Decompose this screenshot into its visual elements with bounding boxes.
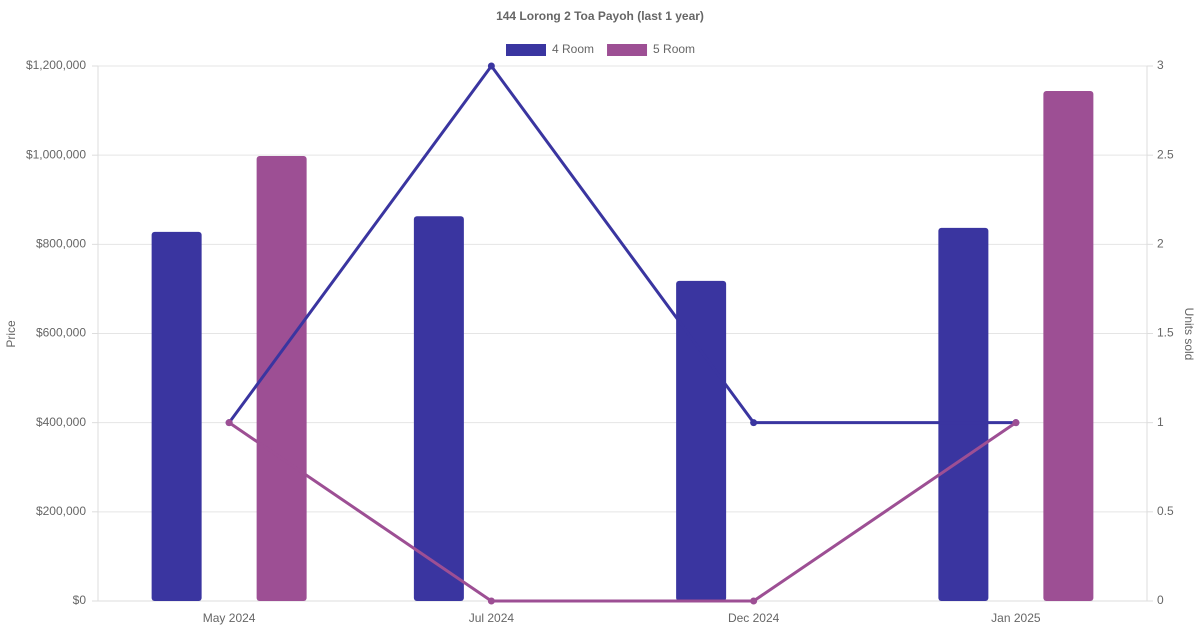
x-tick-label: Jul 2024 (469, 611, 515, 625)
units-line (228, 421, 1017, 603)
units-point (487, 597, 495, 605)
units-point (487, 62, 495, 70)
y2-tick-label: 3 (1157, 58, 1164, 72)
bar (1043, 90, 1094, 601)
units-point (225, 419, 233, 427)
legend-swatch (506, 44, 546, 56)
y-tick-label: $200,000 (36, 504, 86, 518)
y2-tick-label: 0.5 (1157, 504, 1174, 518)
y-tick-label: $1,000,000 (26, 147, 86, 161)
y-tick-label: $800,000 (36, 237, 86, 251)
y2-tick-label: 1 (1157, 415, 1164, 429)
units-point (750, 597, 758, 605)
units-line (227, 63, 1016, 425)
legend-label: 4 Room (552, 42, 594, 56)
y2-tick-label: 2 (1157, 237, 1164, 251)
chart-title: 144 Lorong 2 Toa Payoh (last 1 year) (496, 9, 704, 23)
y2-axis-label: Units sold (1182, 308, 1196, 361)
legend-swatch (607, 44, 648, 56)
bar (938, 227, 989, 601)
bar (256, 156, 307, 601)
units-point (750, 419, 758, 427)
y-tick-label: $400,000 (36, 415, 86, 429)
bar (676, 280, 727, 601)
x-tick-label: May 2024 (203, 611, 256, 625)
y-tick-label: $1,200,000 (26, 58, 86, 72)
x-tick-label: Dec 2024 (728, 611, 780, 625)
units-point (1012, 419, 1020, 427)
y2-tick-label: 0 (1157, 593, 1164, 607)
y2-tick-label: 2.5 (1157, 147, 1174, 161)
y-tick-label: $600,000 (36, 326, 86, 340)
y-tick-label: $0 (73, 593, 87, 607)
y-axis-label: Price (4, 320, 18, 348)
bar (413, 216, 464, 601)
y2-tick-label: 1.5 (1157, 326, 1174, 340)
x-tick-label: Jan 2025 (991, 611, 1041, 625)
legend-label: 5 Room (653, 42, 695, 56)
bar (151, 231, 202, 601)
